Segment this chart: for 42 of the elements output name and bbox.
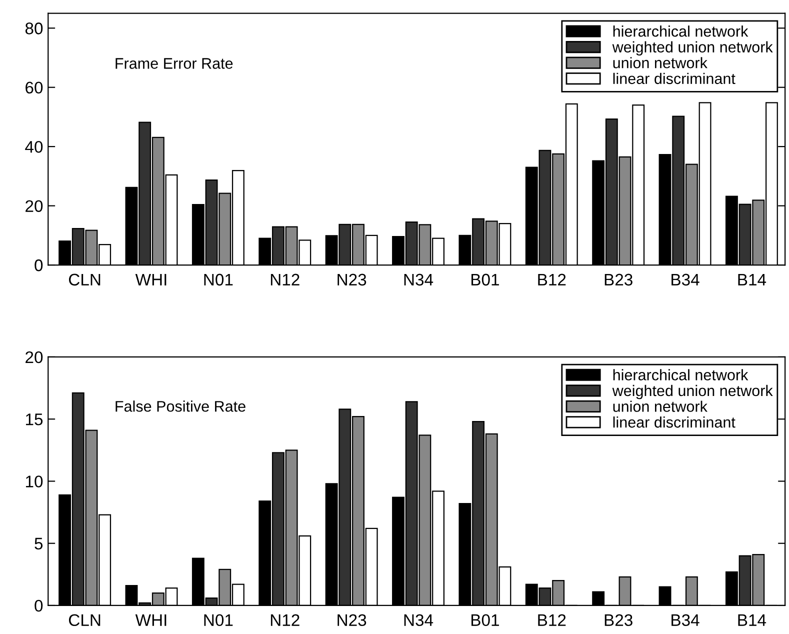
y-tick-label: 80 — [25, 22, 43, 34]
legend-label: weighted union network — [612, 41, 773, 56]
x-tick-label: B12 — [538, 274, 566, 286]
y-tick-label: 0 — [34, 259, 43, 272]
x-tick-label: B14 — [738, 274, 766, 286]
legend-label: hierarchical network — [613, 369, 748, 380]
legend-label: linear discriminant — [613, 416, 736, 428]
x-tick-label: N12 — [270, 274, 300, 286]
x-tick-label: WHI — [135, 614, 166, 626]
y-tick-label: 20 — [26, 351, 43, 364]
x-tick-label: B12 — [538, 614, 566, 626]
x-tick-label: WHI — [135, 274, 166, 286]
x-tick-label: B23 — [604, 614, 632, 626]
x-tick-label: N34 — [404, 614, 434, 626]
x-tick-label: B14 — [738, 614, 766, 626]
y-tick-label: 10 — [26, 476, 43, 488]
y-tick-label: 20 — [26, 200, 43, 212]
y-tick-label: 5 — [34, 538, 43, 550]
x-tick-label: B34 — [672, 274, 700, 286]
x-tick-label: N01 — [204, 614, 233, 626]
x-tick-label: N12 — [270, 614, 300, 626]
y-tick-label: 60 — [26, 82, 43, 94]
x-tick-label: B34 — [672, 614, 700, 626]
y-tick-label: 0 — [34, 600, 43, 612]
x-tick-label: B01 — [471, 614, 499, 626]
text: False Positive Rate — [116, 400, 246, 412]
text: Frame Error Rate — [116, 58, 233, 69]
legend-label: union network — [613, 57, 708, 68]
x-tick-label: N23 — [338, 614, 366, 626]
x-tick-label: N01 — [204, 274, 233, 286]
legend-label: union network — [613, 400, 708, 412]
x-tick-label: B23 — [604, 274, 632, 286]
x-tick-label: CLN — [68, 614, 100, 626]
x-tick-label: N34 — [404, 274, 434, 286]
legend-label: weighted union network — [612, 384, 773, 400]
legend-label: linear discriminant — [613, 72, 736, 84]
x-tick-label: N23 — [338, 274, 366, 286]
x-tick-label: CLN — [68, 274, 100, 286]
y-tick-label: 15 — [26, 414, 43, 426]
x-tick-label: B01 — [471, 274, 499, 286]
legend-label: hierarchical network — [613, 26, 748, 37]
y-tick-label: 40 — [25, 140, 43, 153]
